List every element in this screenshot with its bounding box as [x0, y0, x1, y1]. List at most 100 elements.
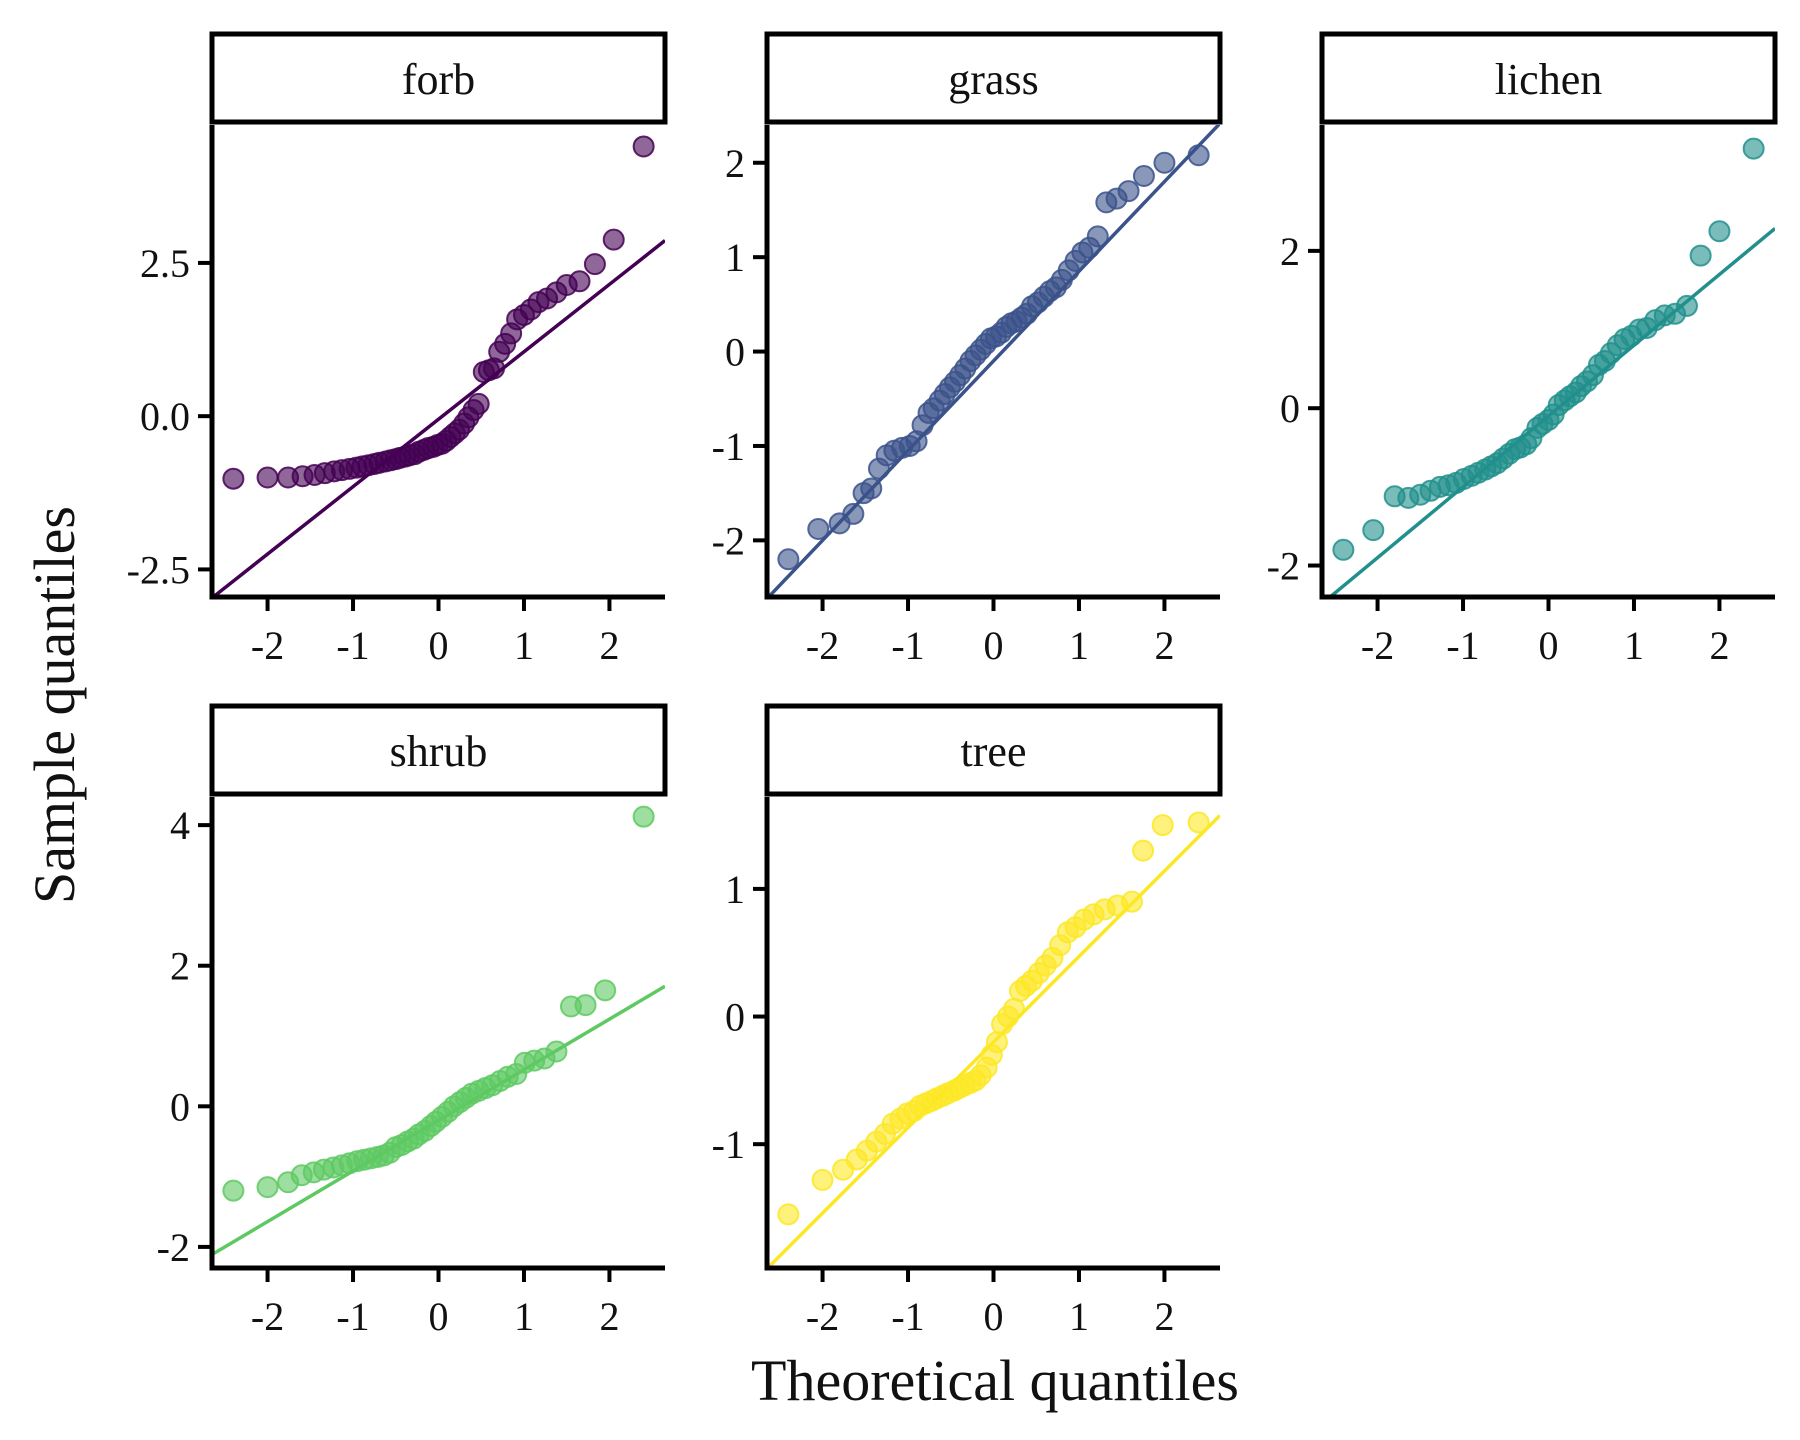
points-lichen	[1332, 137, 1765, 561]
x-tick-label: -1	[891, 623, 924, 668]
x-tick-label: -2	[251, 623, 284, 668]
y-tick-label: 1	[725, 235, 745, 280]
data-point	[1332, 538, 1355, 561]
data-point	[467, 392, 490, 415]
x-tick-label: 1	[1069, 1294, 1089, 1339]
x-tick-label: -2	[806, 623, 839, 668]
y-tick-label: -2	[157, 1225, 190, 1270]
data-point	[1086, 225, 1109, 248]
facet-strip-lichen	[1319, 31, 1778, 125]
data-point	[1689, 244, 1712, 267]
data-point	[1153, 151, 1176, 174]
y-tick-label: -2.5	[127, 547, 190, 592]
x-tick-label: -1	[336, 1294, 369, 1339]
points-forb	[222, 135, 655, 490]
x-tick-label: 0	[429, 623, 449, 668]
y-tick-label: 2	[1280, 229, 1300, 274]
x-axis-title: Theoretical quantiles	[751, 1348, 1239, 1413]
data-point	[985, 1031, 1008, 1054]
data-point	[222, 1179, 245, 1202]
data-point	[1675, 294, 1698, 317]
y-tick-label: 0.0	[140, 394, 190, 439]
x-tick-label: -1	[891, 1294, 924, 1339]
data-point	[1117, 180, 1140, 203]
data-point	[602, 228, 625, 251]
data-point	[632, 805, 655, 828]
reference-line-forb	[212, 239, 665, 597]
y-tick-label: -1	[712, 1122, 745, 1167]
x-tick-label: 2	[1709, 623, 1729, 668]
data-point	[568, 270, 591, 293]
data-point	[1120, 890, 1143, 913]
data-point	[594, 979, 617, 1002]
x-tick-label: -2	[1361, 623, 1394, 668]
y-tick-label: 0	[170, 1084, 190, 1129]
data-point	[545, 1040, 568, 1063]
data-point	[777, 548, 800, 571]
data-point	[1151, 814, 1174, 837]
data-point	[256, 466, 279, 489]
facet-strip-grass	[764, 31, 1223, 125]
x-tick-label: 2	[1154, 623, 1174, 668]
facet-label-grass: grass	[948, 55, 1038, 104]
data-point	[860, 477, 883, 500]
data-point	[1708, 220, 1731, 243]
data-point	[807, 518, 830, 541]
facet-panels: forb -2 -1 0 1 2 -2.5 0.0 2.5 grass -2 -1 0 1 2 -2 -1 0 1 2…	[127, 31, 1778, 1339]
x-tick-label: 2	[1154, 1294, 1174, 1339]
y-tick-label: 2	[170, 944, 190, 989]
y-tick-label: 4	[170, 803, 190, 848]
x-tick-label: 1	[514, 1294, 534, 1339]
x-tick-label: 0	[984, 1294, 1004, 1339]
x-tick-label: 2	[599, 1294, 619, 1339]
points-shrub	[222, 805, 655, 1202]
facet-shrub: shrub -2 -1 0 1 2 -2 0 2 4	[157, 703, 668, 1339]
x-tick-label: -2	[806, 1294, 839, 1339]
x-tick-label: 1	[514, 623, 534, 668]
facet-strip-forb	[209, 31, 668, 125]
data-point	[256, 1176, 279, 1199]
facet-label-tree: tree	[961, 727, 1027, 776]
y-tick-label: 0	[1280, 386, 1300, 431]
points-tree	[777, 811, 1210, 1226]
x-tick-label: 0	[429, 1294, 449, 1339]
x-tick-label: 1	[1069, 623, 1089, 668]
x-tick-label: -2	[251, 1294, 284, 1339]
data-point	[222, 467, 245, 490]
facet-label-lichen: lichen	[1495, 55, 1603, 104]
data-point	[1742, 137, 1765, 160]
data-point	[842, 502, 865, 525]
x-tick-label: 1	[1624, 623, 1644, 668]
facet-strip-tree	[764, 703, 1223, 797]
facet-label-shrub: shrub	[390, 727, 488, 776]
y-tick-label: 0	[725, 995, 745, 1040]
data-point	[1187, 811, 1210, 834]
data-point	[574, 994, 597, 1017]
facet-lichen: lichen -2 -1 0 1 2 -2 0 2	[1267, 31, 1778, 668]
facet-grass: grass -2 -1 0 1 2 -2 -1 0 1 2	[712, 31, 1223, 668]
facet-tree: tree -2 -1 0 1 2 -1 0 1	[712, 703, 1223, 1339]
y-tick-label: 1	[725, 867, 745, 912]
y-tick-label: 2.5	[140, 241, 190, 286]
data-point	[1132, 839, 1155, 862]
y-tick-label: -2	[712, 518, 745, 563]
x-tick-label: 2	[599, 623, 619, 668]
y-tick-label: 2	[725, 141, 745, 186]
x-tick-label: 0	[1539, 623, 1559, 668]
data-point	[811, 1168, 834, 1191]
data-point	[1187, 144, 1210, 167]
facet-label-forb: forb	[402, 55, 475, 104]
y-tick-label: -1	[712, 424, 745, 469]
data-point	[777, 1203, 800, 1226]
facet-strip-shrub	[209, 703, 668, 797]
x-tick-label: -1	[1446, 623, 1479, 668]
data-point	[1132, 164, 1155, 187]
points-grass	[777, 144, 1210, 571]
x-tick-label: -1	[336, 623, 369, 668]
y-tick-label: -2	[1267, 544, 1300, 589]
facet-forb: forb -2 -1 0 1 2 -2.5 0.0 2.5	[127, 31, 668, 668]
x-tick-label: 0	[984, 623, 1004, 668]
data-point	[583, 253, 606, 276]
data-point	[1362, 519, 1385, 542]
